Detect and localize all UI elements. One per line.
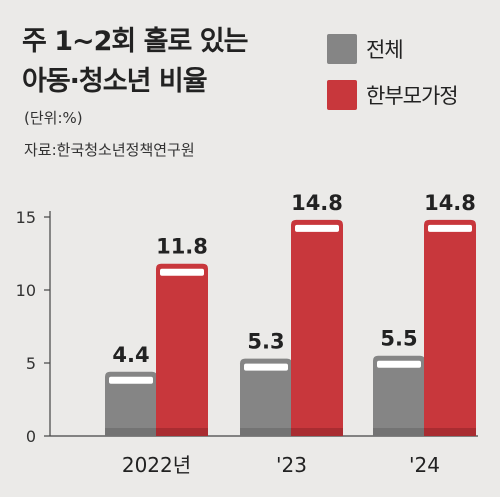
- source-label: 자료:한국청소년정책연구원: [24, 141, 195, 159]
- bar-value-label: 5.5: [380, 327, 417, 351]
- bar-bottom-band: [424, 428, 476, 436]
- bar-highlight: [109, 376, 153, 384]
- chart-title: 주 1~2회 홀로 있는 아동·청소년 비율: [22, 22, 248, 102]
- legend: 전체 한부모가정: [327, 34, 459, 126]
- x-tick-label: 2022년: [122, 453, 191, 477]
- bar-value-label: 4.4: [112, 343, 149, 367]
- bar-value-label: 14.8: [291, 191, 343, 215]
- x-tick-label: '23: [276, 453, 307, 477]
- bar: [373, 355, 425, 436]
- y-tick-label: 0: [26, 427, 36, 446]
- x-tick-label: '24: [409, 453, 440, 477]
- legend-item-single-parent: 한부모가정: [327, 80, 459, 110]
- legend-swatch-single-parent: [327, 80, 357, 110]
- y-tick-label: 10: [16, 281, 36, 300]
- legend-label-total: 전체: [366, 38, 404, 62]
- bar: [156, 263, 208, 436]
- bar: [240, 358, 292, 436]
- chart-title-line2: 아동·청소년 비율: [22, 66, 208, 97]
- bar-highlight: [428, 224, 472, 232]
- bar-value-label: 14.8: [424, 191, 476, 215]
- y-tick-label: 5: [26, 354, 36, 373]
- bar-bottom-band: [105, 428, 157, 436]
- chart-title-line1: 주 1~2회 홀로 있는: [22, 26, 248, 57]
- bar: [424, 219, 476, 436]
- bar-bottom-band: [373, 428, 425, 436]
- y-tick-label: 15: [16, 208, 36, 227]
- bar-bottom-band: [156, 428, 208, 436]
- legend-label-single-parent: 한부모가정: [366, 84, 459, 108]
- bar-highlight: [295, 224, 339, 232]
- bar-highlight: [377, 360, 421, 368]
- bar-value-label: 11.8: [156, 235, 208, 259]
- unit-label: (단위:%): [24, 109, 83, 127]
- legend-swatch-total: [327, 34, 357, 64]
- bar-bottom-band: [240, 428, 292, 436]
- legend-item-total: 전체: [327, 34, 458, 64]
- bar: [105, 371, 157, 436]
- bar: [291, 219, 343, 436]
- bar-value-label: 5.3: [247, 330, 284, 354]
- bar-bottom-band: [291, 428, 343, 436]
- bar-highlight: [160, 268, 204, 276]
- bar-highlight: [244, 363, 288, 371]
